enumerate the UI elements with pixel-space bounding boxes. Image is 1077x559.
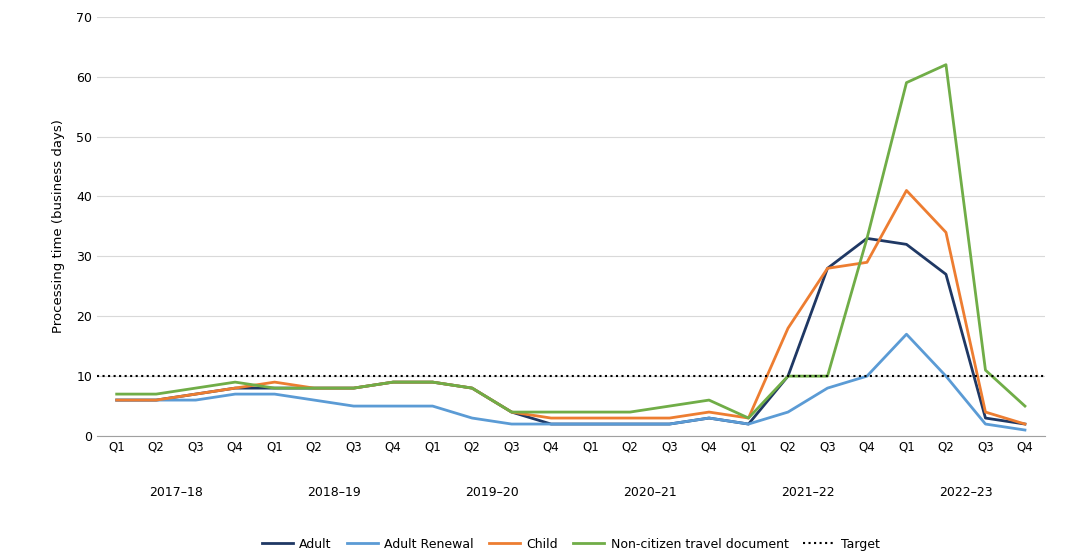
Y-axis label: Processing time (business days): Processing time (business days) <box>52 120 65 333</box>
Text: 2022–23: 2022–23 <box>939 486 993 499</box>
Text: 2017–18: 2017–18 <box>149 486 202 499</box>
Legend: Adult, Adult Renewal, Child, Non-citizen travel document, Target: Adult, Adult Renewal, Child, Non-citizen… <box>256 533 885 556</box>
Text: 2019–20: 2019–20 <box>465 486 519 499</box>
Text: 2021–22: 2021–22 <box>781 486 835 499</box>
Text: 2020–21: 2020–21 <box>623 486 676 499</box>
Text: 2018–19: 2018–19 <box>307 486 361 499</box>
